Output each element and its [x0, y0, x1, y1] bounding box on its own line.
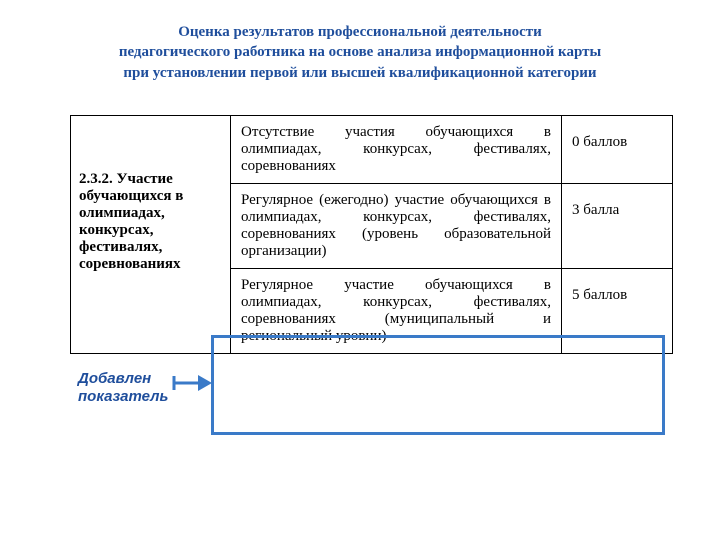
- criteria-score: 0 баллов: [562, 116, 673, 184]
- slide-title: Оценка результатов профессиональной деят…: [0, 0, 720, 83]
- criteria-desc: Регулярное участие обучающихся в олимпиа…: [231, 269, 562, 354]
- criteria-score: 5 баллов: [562, 269, 673, 354]
- criteria-desc: Регулярное (ежегодно) участие обучающихс…: [231, 184, 562, 269]
- title-line-3: при установлении первой или высшей квали…: [123, 65, 596, 81]
- arrow-icon: [172, 370, 212, 396]
- criteria-desc: Отсутствие участия обучающихся в олимпиа…: [231, 116, 562, 184]
- criteria-score: 3 балла: [562, 184, 673, 269]
- criteria-table: 2.3.2. Участие обучающихся в олимпиадах,…: [70, 115, 673, 354]
- title-line-1: Оценка результатов профессиональной деят…: [178, 24, 542, 40]
- criteria-heading: 2.3.2. Участие обучающихся в олимпиадах,…: [71, 116, 231, 354]
- title-line-2: педагогического работника на основе анал…: [119, 44, 601, 60]
- criteria-table-wrap: 2.3.2. Участие обучающихся в олимпиадах,…: [70, 115, 660, 354]
- table-row: 2.3.2. Участие обучающихся в олимпиадах,…: [71, 116, 673, 184]
